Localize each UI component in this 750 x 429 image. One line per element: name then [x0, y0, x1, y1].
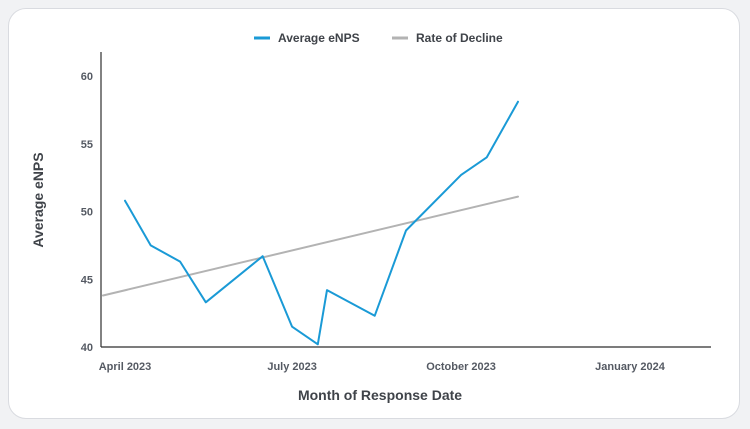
y-tick-label: 60: [81, 71, 93, 83]
series-line-average-enps: [124, 100, 519, 346]
y-axis-ticks: 40 45 50 55 60: [81, 71, 93, 354]
chart-card: [8, 8, 740, 419]
x-tick-label: January 2024: [595, 361, 666, 373]
y-tick-label: 55: [81, 139, 93, 151]
legend: Average eNPS Rate of Decline: [254, 31, 503, 45]
x-axis-ticks: April 2023 July 2023 October 2023 January 2…: [99, 361, 666, 373]
x-tick-label: April 2023: [99, 361, 152, 373]
x-tick-label: October 2023: [426, 361, 496, 373]
y-axis-title: Average eNPS: [30, 152, 46, 247]
series-group: [102, 100, 519, 346]
series-line-rate-of-decline: [102, 195, 519, 297]
legend-label: Rate of Decline: [416, 31, 503, 45]
legend-label: Average eNPS: [278, 31, 360, 45]
y-tick-label: 45: [81, 274, 93, 286]
x-axis-title: Month of Response Date: [298, 387, 462, 403]
y-tick-label: 50: [81, 207, 93, 219]
x-tick-label: July 2023: [267, 361, 317, 373]
y-tick-label: 40: [81, 342, 93, 354]
